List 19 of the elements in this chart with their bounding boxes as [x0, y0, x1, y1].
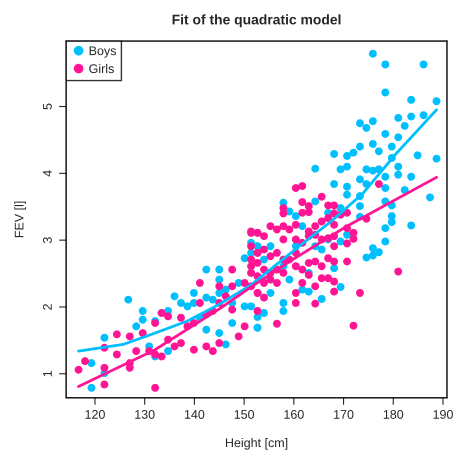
- legend-label: Boys: [90, 46, 116, 58]
- x-tick-label: 190: [434, 410, 453, 419]
- x-tick-label: 140: [184, 410, 204, 419]
- y-tick-label: 5: [43, 104, 52, 110]
- y-axis-title: FEV [l]: [14, 202, 26, 238]
- x-tick-label: 150: [234, 410, 254, 419]
- x-tick-label: 120: [85, 410, 105, 419]
- y-tick-label: 2: [43, 304, 52, 310]
- x-tick-label: 130: [135, 410, 155, 419]
- chart-title: Fit of the quadratic model: [172, 14, 340, 28]
- x-tick-label: 160: [284, 410, 304, 419]
- x-tick-label: 170: [334, 410, 354, 419]
- y-tick-label: 4: [43, 170, 52, 177]
- line-series: [77, 108, 438, 352]
- y-tick-label: 1: [43, 370, 52, 376]
- legend-label: Girls: [89, 64, 114, 74]
- x-axis-title: Height [cm]: [226, 438, 288, 450]
- y-tick-label: 3: [43, 237, 52, 244]
- x-tick-label: 180: [384, 410, 404, 419]
